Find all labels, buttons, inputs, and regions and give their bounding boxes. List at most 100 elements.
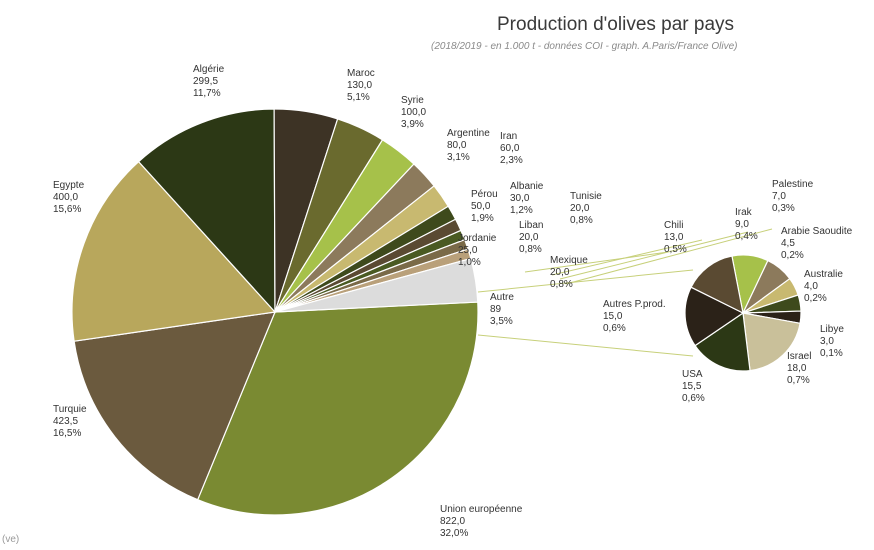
main-slice-autre — [274, 257, 479, 313]
main-pct-tunisie: 0,8% — [570, 215, 593, 226]
main-pct-syrie: 3,9% — [401, 119, 424, 130]
secondary-label-arabie-saoudite: Arabie Saoudite — [781, 226, 853, 237]
connector-line — [477, 334, 694, 357]
secondary-value-libye: 3,0 — [820, 336, 834, 347]
main-label-mexique: Mexique 20,0 0,8% — [550, 255, 588, 290]
main-slice-turquie — [73, 311, 276, 501]
main-label-turquie: Turquie 423,5 16,5% — [53, 404, 87, 439]
main-value-iran: 60,0 — [500, 143, 520, 154]
main-label-union-europ-enne: Union européenne 822,0 32,0% — [440, 504, 523, 539]
main-pct-mexique: 0,8% — [550, 279, 573, 290]
main-label-mexique: Mexique — [550, 255, 588, 266]
secondary-pct-irak: 0,4% — [735, 231, 758, 242]
connector-line — [524, 251, 669, 273]
main-pct-iran: 2,3% — [500, 155, 523, 166]
main-label-albanie: Albanie — [510, 181, 544, 192]
main-pct-liban: 0,8% — [519, 244, 542, 255]
main-label-argentine: Argentine 80,0 3,1% — [447, 128, 490, 163]
main-slice-union-europ-enne — [196, 301, 479, 516]
secondary-value-chili: 13,0 — [664, 232, 684, 243]
main-label-autre: Autre 89 3,5% — [490, 292, 514, 327]
main-label-maroc: Maroc — [347, 68, 375, 79]
main-value-mexique: 20,0 — [550, 267, 570, 278]
main-label-tunisie: Tunisie — [570, 191, 602, 202]
main-label-alg-rie: Algérie 299,5 11,7% — [193, 64, 225, 99]
main-value-turquie: 423,5 — [53, 416, 78, 427]
main-value-autre: 89 — [490, 304, 502, 315]
connector-line — [565, 228, 773, 285]
main-label-liban: Liban — [519, 220, 543, 231]
secondary-pct-libye: 0,1% — [820, 348, 843, 359]
main-label-egypte: Egypte 400,0 15,6% — [53, 180, 85, 215]
secondary-value-irak: 9,0 — [735, 219, 749, 230]
main-label-liban: Liban 20,0 0,8% — [519, 220, 543, 255]
main-label-jordanie: Jordanie — [458, 233, 497, 244]
secondary-slice-autres-p-prod — [684, 286, 745, 347]
main-value-alg-rie: 299,5 — [193, 76, 218, 87]
main-value-syrie: 100,0 — [401, 107, 426, 118]
secondary-pct-australie: 0,2% — [804, 293, 827, 304]
main-value-tunisie: 20,0 — [570, 203, 590, 214]
secondary-label-australie: Australie — [804, 269, 843, 280]
secondary-label-irak: Irak — [735, 207, 753, 218]
secondary-label-irak: Irak 9,0 0,4% — [735, 207, 758, 242]
secondary-pct-israel: 0,7% — [787, 375, 810, 386]
main-pct-union-europ-enne: 32,0% — [440, 528, 468, 539]
secondary-pct-arabie-saoudite: 0,2% — [781, 250, 804, 261]
secondary-label-autres-p-prod: Autres P.prod. 15,0 0,6% — [603, 299, 666, 334]
secondary-pct-autres-p-prod: 0,6% — [603, 323, 626, 334]
secondary-slice-usa — [694, 311, 751, 372]
connector-line — [551, 239, 703, 276]
secondary-label-chili: Chili — [664, 220, 683, 231]
main-label-tunisie: Tunisie 20,0 0,8% — [570, 191, 602, 226]
secondary-label-libye: Libye 3,0 0,1% — [820, 324, 844, 359]
secondary-label-palestine: Palestine — [772, 179, 814, 190]
secondary-label-israel: Israel — [787, 351, 811, 362]
secondary-slice-chili — [690, 255, 744, 315]
secondary-label-israel: Israel 18,0 0,7% — [787, 351, 811, 386]
main-pct-argentine: 3,1% — [447, 152, 470, 163]
main-slice-alg-rie — [137, 108, 276, 314]
main-label-alg-rie: Algérie — [193, 64, 225, 75]
secondary-label-usa: USA 15,5 0,6% — [682, 369, 705, 404]
secondary-label-australie: Australie 4,0 0,2% — [804, 269, 843, 304]
secondary-label-chili: Chili 13,0 0,5% — [664, 220, 687, 255]
main-value-jordanie: 25,0 — [458, 245, 478, 256]
main-label-jordanie: Jordanie 25,0 1,0% — [458, 233, 497, 268]
secondary-label-autres-p-prod: Autres P.prod. — [603, 299, 666, 310]
connector-lines — [477, 228, 773, 357]
secondary-slice-israel — [742, 312, 801, 372]
main-value-liban: 20,0 — [519, 232, 539, 243]
main-pct-albanie: 1,2% — [510, 205, 533, 216]
connector-line — [559, 231, 749, 280]
main-label-iran: Iran 60,0 2,3% — [500, 131, 523, 166]
main-value-albanie: 30,0 — [510, 193, 530, 204]
main-label-syrie: Syrie 100,0 3,9% — [401, 95, 426, 130]
secondary-pct-palestine: 0,3% — [772, 203, 795, 214]
main-label-maroc: Maroc 130,0 5,1% — [347, 68, 375, 103]
chart-subtitle: (2018/2019 - en 1.000 t - données COI - … — [431, 41, 738, 52]
main-label-turquie: Turquie — [53, 404, 87, 415]
secondary-label-usa: USA — [682, 369, 703, 380]
main-label-argentine: Argentine — [447, 128, 490, 139]
slice-labels: Union européenne 822,0 32,0% Turquie 423,5 16… — [53, 64, 853, 539]
secondary-label-libye: Libye — [820, 324, 844, 335]
main-slice-egypte — [71, 160, 277, 342]
main-pct-egypte: 15,6% — [53, 204, 81, 215]
secondary-label-arabie-saoudite: Arabie Saoudite 4,5 0,2% — [781, 226, 853, 261]
secondary-label-palestine: Palestine 7,0 0,3% — [772, 179, 814, 214]
main-pct-alg-rie: 11,7% — [193, 88, 221, 99]
secondary-value-australie: 4,0 — [804, 281, 818, 292]
chart-title: Production d'olives par pays — [497, 14, 735, 35]
secondary-pct-chili: 0,5% — [664, 244, 687, 255]
main-label-autre: Autre — [490, 292, 514, 303]
secondary-pct-usa: 0,6% — [682, 393, 705, 404]
main-label-union-europ-enne: Union européenne — [440, 504, 523, 515]
main-value-union-europ-enne: 822,0 — [440, 516, 465, 527]
main-pct-maroc: 5,1% — [347, 92, 370, 103]
main-pct-jordanie: 1,0% — [458, 257, 481, 268]
main-label-egypte: Egypte — [53, 180, 85, 191]
main-label-p-rou: Pérou 50,0 1,9% — [471, 189, 498, 224]
secondary-pie — [684, 254, 802, 372]
